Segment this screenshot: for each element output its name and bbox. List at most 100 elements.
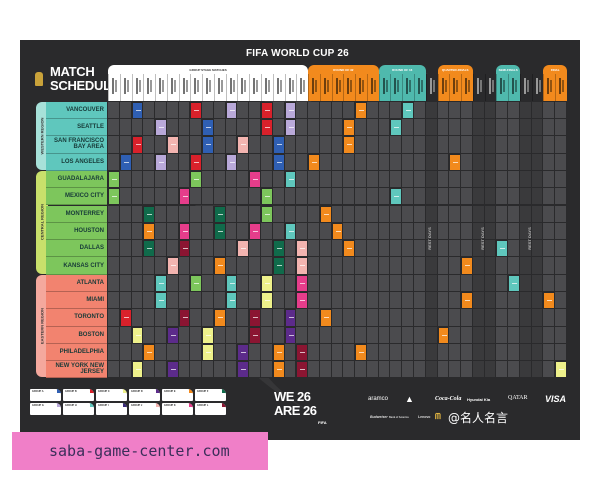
match-cell[interactable]	[390, 188, 403, 206]
match-cell[interactable]	[343, 136, 356, 154]
schedule-cell	[390, 205, 403, 223]
date-header-cell	[519, 74, 532, 101]
match-cell[interactable]	[308, 153, 320, 171]
match-cell[interactable]	[143, 343, 156, 362]
match-cell[interactable]	[249, 326, 261, 344]
match-cell[interactable]	[284, 119, 297, 137]
match-cell[interactable]	[213, 205, 226, 223]
match-cell[interactable]	[390, 119, 403, 137]
match-cell[interactable]	[119, 153, 132, 171]
match-cell[interactable]	[261, 188, 273, 206]
match-cell[interactable]	[543, 292, 556, 310]
match-cell[interactable]	[166, 361, 179, 379]
match-cell[interactable]	[131, 361, 144, 379]
match-cell[interactable]	[261, 101, 273, 119]
match-cell[interactable]	[190, 101, 203, 119]
match-cell[interactable]	[166, 326, 179, 344]
match-cell[interactable]	[237, 361, 250, 379]
match-cell[interactable]	[237, 240, 250, 258]
match-cell[interactable]	[237, 343, 250, 362]
match-cell[interactable]	[296, 343, 309, 362]
match-cell[interactable]	[449, 153, 462, 171]
match-cell[interactable]	[225, 274, 238, 292]
match-cell[interactable]	[461, 257, 473, 275]
schedule-cell	[119, 292, 132, 310]
match-cell[interactable]	[202, 136, 214, 154]
match-cell[interactable]	[284, 222, 297, 241]
match-cell[interactable]	[343, 240, 356, 258]
match-cell[interactable]	[213, 309, 226, 327]
match-cell[interactable]	[496, 240, 509, 258]
match-cell[interactable]	[331, 222, 344, 241]
match-cell[interactable]	[555, 361, 568, 379]
match-cell[interactable]	[155, 153, 167, 171]
match-cell[interactable]	[178, 240, 191, 258]
match-cell[interactable]	[296, 257, 309, 275]
match-cell[interactable]	[190, 274, 203, 292]
match-cell[interactable]	[213, 222, 226, 241]
match-cell[interactable]	[296, 274, 309, 292]
match-cell[interactable]	[284, 170, 297, 189]
match-cell[interactable]	[343, 119, 356, 137]
match-cell[interactable]	[284, 101, 297, 119]
match-cell[interactable]	[355, 101, 367, 119]
schedule-cell	[461, 119, 473, 137]
match-cell[interactable]	[249, 222, 261, 241]
match-cell[interactable]	[155, 119, 167, 137]
match-cell[interactable]	[225, 101, 238, 119]
schedule-cell	[366, 222, 379, 241]
match-cell[interactable]	[178, 309, 191, 327]
match-cell[interactable]	[272, 136, 285, 154]
match-cell[interactable]	[261, 119, 273, 137]
match-cell[interactable]	[166, 136, 179, 154]
match-cell[interactable]	[155, 274, 167, 292]
match-cell[interactable]	[202, 119, 214, 137]
schedule-cell	[414, 240, 426, 258]
match-cell[interactable]	[261, 274, 273, 292]
match-cell[interactable]	[143, 205, 156, 223]
match-cell[interactable]	[296, 240, 309, 258]
match-cell[interactable]	[261, 205, 273, 223]
match-cell[interactable]	[319, 309, 332, 327]
match-cell[interactable]	[213, 257, 226, 275]
match-cell[interactable]	[155, 292, 167, 310]
match-cell[interactable]	[272, 153, 285, 171]
match-cell[interactable]	[225, 292, 238, 310]
match-cell[interactable]	[437, 326, 450, 344]
match-cell[interactable]	[131, 101, 144, 119]
match-cell[interactable]	[143, 240, 156, 258]
match-cell[interactable]	[190, 170, 203, 189]
match-cell[interactable]	[166, 257, 179, 275]
match-cell[interactable]	[402, 101, 415, 119]
match-cell[interactable]	[272, 343, 285, 362]
match-cell[interactable]	[225, 153, 238, 171]
match-cell[interactable]	[190, 153, 203, 171]
match-cell[interactable]	[237, 136, 250, 154]
schedule-cell	[272, 292, 285, 310]
match-cell[interactable]	[202, 326, 214, 344]
match-cell[interactable]	[249, 170, 261, 189]
match-cell[interactable]	[178, 222, 191, 241]
match-cell[interactable]	[249, 309, 261, 327]
match-cell[interactable]	[272, 257, 285, 275]
match-cell[interactable]	[131, 136, 144, 154]
match-cell[interactable]	[108, 170, 120, 189]
match-cell[interactable]	[319, 205, 332, 223]
match-cell[interactable]	[508, 274, 520, 292]
match-cell[interactable]	[272, 240, 285, 258]
match-cell[interactable]	[261, 292, 273, 310]
match-cell[interactable]	[284, 309, 297, 327]
match-cell[interactable]	[461, 292, 473, 310]
match-cell[interactable]	[284, 326, 297, 344]
match-cell[interactable]	[119, 309, 132, 327]
match-cell[interactable]	[272, 361, 285, 379]
match-cell[interactable]	[296, 292, 309, 310]
match-cell[interactable]	[131, 326, 144, 344]
match-cell[interactable]	[108, 188, 120, 206]
match-cell[interactable]	[178, 188, 191, 206]
match-cell[interactable]	[355, 343, 367, 362]
match-cell[interactable]	[143, 222, 156, 241]
match-cell[interactable]	[202, 343, 214, 362]
rest-day-cell	[531, 326, 544, 344]
match-cell[interactable]	[296, 361, 309, 379]
